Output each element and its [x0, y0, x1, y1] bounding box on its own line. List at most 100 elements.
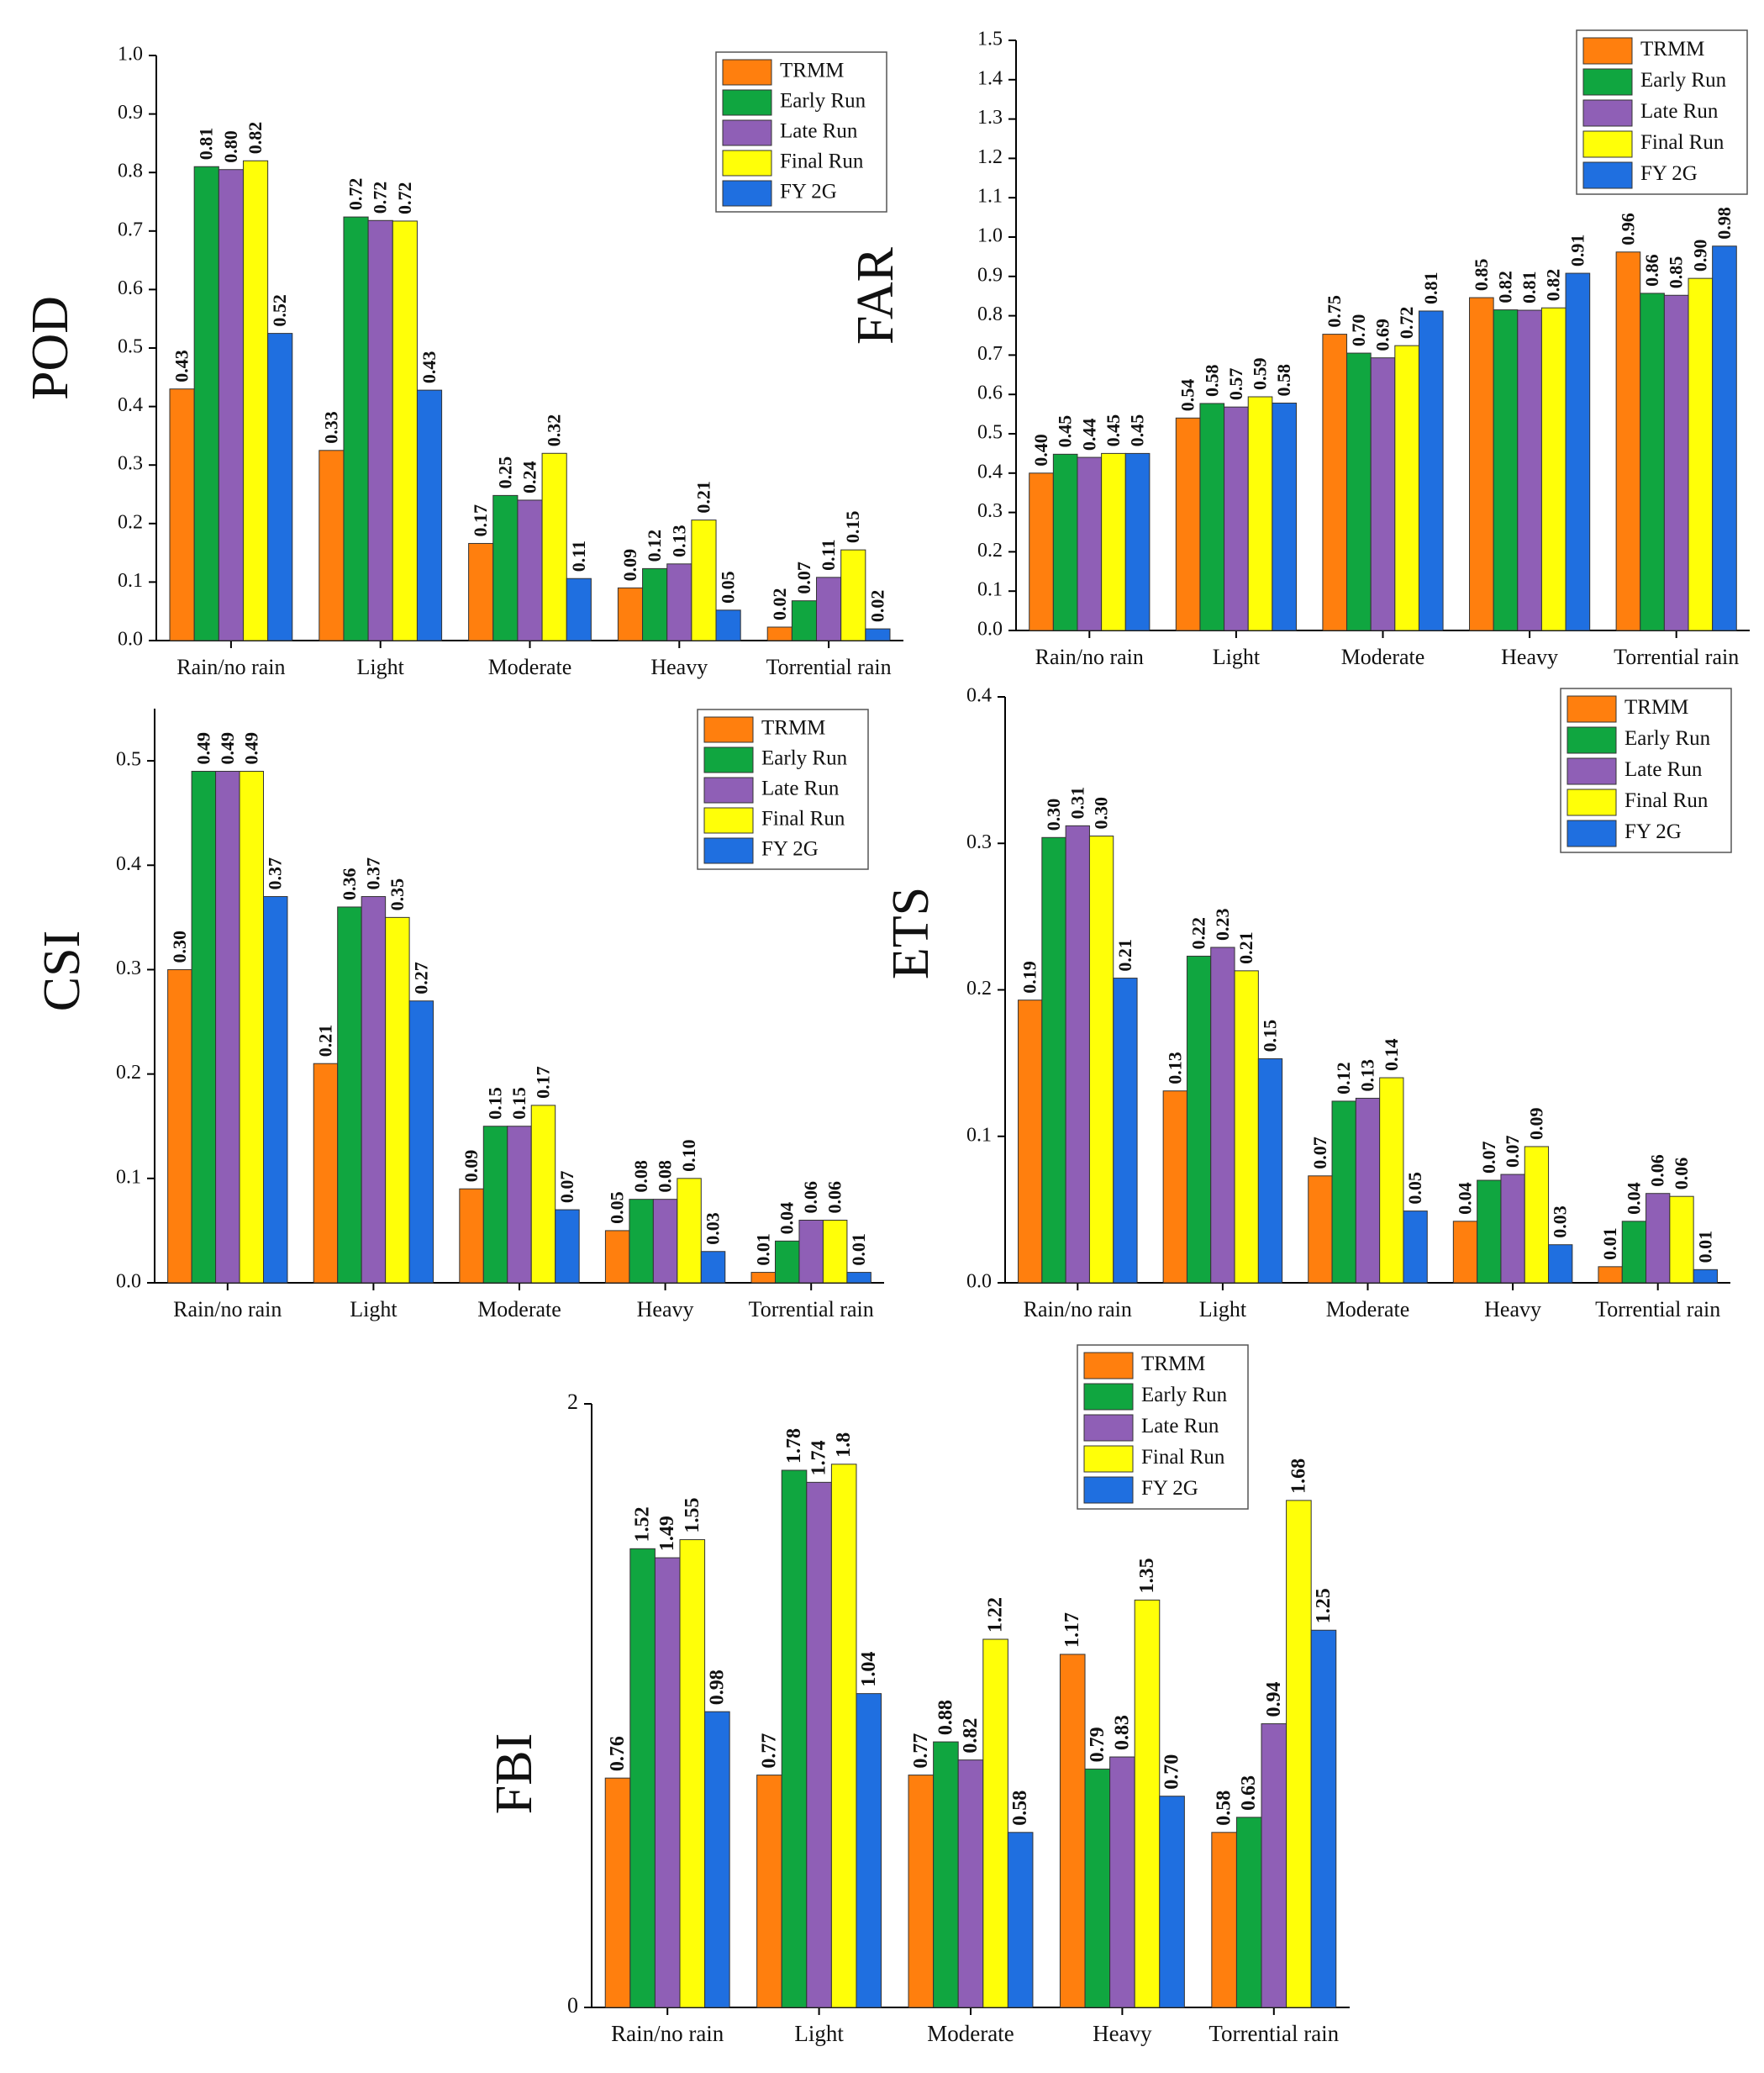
bar-final-run — [822, 1219, 848, 1284]
y-tick-label: 0.5 — [118, 336, 143, 358]
chart-panel-far: FAR 0.0 0.1 0.2 0.3 0.4 0.5 0.6 0.7 0.8 0.9 1.0 1.1 1… — [847, 29, 1750, 669]
bar-value-label: 0.19 — [1019, 961, 1040, 994]
bar-value-label: 0.40 — [1030, 434, 1051, 467]
x-category-label: Torrential rain — [1595, 1297, 1720, 1321]
legend-swatch-final-run — [1083, 1445, 1134, 1473]
bar-value-label: 0.21 — [692, 481, 713, 514]
y-tick-label: 0.9 — [118, 102, 143, 124]
y-tick-label: 0.1 — [118, 570, 143, 592]
y-tick-label: 0 — [567, 1993, 578, 2018]
bar-value-label: 0.81 — [1519, 272, 1540, 304]
legend-swatch-late-run — [703, 777, 754, 804]
bar-fy-2g — [704, 1711, 730, 2008]
legend-swatch-trmm — [1083, 1352, 1134, 1379]
bar-late-run — [816, 577, 842, 641]
legend-entry-label: FY 2G — [780, 181, 837, 203]
bar-final-run — [1540, 307, 1567, 631]
y-tick-label: 0.3 — [116, 957, 141, 979]
bar-value-label: 0.04 — [1623, 1182, 1644, 1215]
legend-entry-label: TRMM — [780, 60, 844, 82]
legend-swatch-early-run — [1083, 1383, 1134, 1411]
y-tick-label: 0.8 — [977, 303, 1003, 325]
x-category-label: Light — [350, 1297, 398, 1321]
bar-value-label: 0.72 — [370, 182, 391, 214]
bar-value-label: 0.85 — [1471, 259, 1492, 292]
bar-late-run — [1646, 1193, 1671, 1284]
bar-value-label: 1.25 — [1313, 1588, 1335, 1623]
bar-value-label: 0.14 — [1381, 1039, 1402, 1072]
bar-value-label: 0.98 — [1714, 207, 1735, 240]
bar-value-label: 1.74 — [808, 1440, 830, 1475]
bar-early-run — [1621, 1221, 1647, 1284]
bar-late-run — [1261, 1723, 1287, 2008]
x-category-label: Rain/no rain — [611, 2021, 724, 2046]
legend-swatch-fy-2g — [722, 180, 772, 207]
bar-value-label: 0.23 — [1212, 908, 1233, 941]
bar-value-label: 0.21 — [314, 1025, 335, 1058]
bar-final-run — [239, 771, 265, 1284]
y-tick-label: 0.0 — [116, 1271, 141, 1293]
y-tick-label: 0.4 — [977, 461, 1003, 483]
bar-trmm — [617, 587, 644, 641]
bar-value-label: 0.98 — [706, 1669, 728, 1705]
y-tick-label: 0.1 — [116, 1166, 141, 1188]
bar-value-label: 1.52 — [632, 1506, 654, 1542]
bar-early-run — [191, 771, 217, 1284]
x-category-label: Heavy — [650, 655, 708, 679]
bar-value-label: 1.49 — [656, 1516, 678, 1551]
y-tick-label: 0.4 — [116, 853, 141, 875]
bar-value-label: 1.68 — [1287, 1458, 1309, 1494]
bar-late-run — [957, 1759, 984, 2008]
chart-panel-fbi: FBI 0 2 Rain/no rain 0.76 1.52 1.491.55 0.98 Lig… — [486, 1344, 1350, 2046]
bar-value-label: 0.45 — [1127, 414, 1148, 447]
bar-early-run — [1640, 293, 1665, 631]
legend-swatch-early-run — [722, 89, 772, 116]
bar-value-label: 0.69 — [1372, 319, 1393, 351]
bar-value-label: 0.07 — [1478, 1142, 1499, 1174]
bar-value-label: 0.44 — [1078, 419, 1099, 451]
bar-value-label: 0.03 — [703, 1212, 724, 1245]
bar-final-run — [679, 1539, 706, 2008]
bar-value-label: 0.30 — [1091, 797, 1112, 830]
bar-fy-2g — [1418, 310, 1444, 631]
bar-early-run — [1041, 836, 1066, 1284]
bar-trmm — [604, 1230, 630, 1284]
bar-final-run — [385, 916, 410, 1284]
bar-value-label: 0.03 — [1550, 1205, 1571, 1238]
bar-value-label: 0.02 — [769, 588, 790, 620]
bar-value-label: 0.21 — [1114, 939, 1135, 972]
legend-entry-label: Final Run — [1141, 1446, 1225, 1469]
bar-early-run — [343, 216, 369, 641]
y-tick-label: 0.2 — [118, 511, 143, 533]
legend-swatch-final-run — [703, 807, 754, 834]
legend-swatch-late-run — [1083, 1414, 1134, 1442]
bar-value-label: 0.33 — [320, 411, 341, 444]
bar-value-label: 0.86 — [1641, 254, 1662, 287]
bar-late-run — [1109, 1756, 1135, 2008]
bar-fy-2g — [416, 389, 443, 641]
x-category-label: Heavy — [637, 1297, 694, 1321]
bar-late-run — [215, 771, 240, 1284]
bar-fy-2g — [267, 333, 293, 641]
y-tick-label: 0.6 — [118, 277, 143, 299]
bar-trmm — [1308, 1175, 1333, 1284]
legend-entry-label: Early Run — [1640, 69, 1727, 92]
bar-value-label: 0.05 — [1404, 1172, 1425, 1205]
bar-final-run — [1247, 396, 1273, 631]
legend-swatch-trmm — [1582, 37, 1633, 65]
bar-fy-2g — [846, 1272, 871, 1284]
bar-fy-2g — [1272, 402, 1297, 631]
bar-value-label: 0.82 — [245, 122, 266, 155]
legend-swatch-fy-2g — [1567, 820, 1617, 847]
bar-late-run — [218, 169, 244, 641]
bar-fy-2g — [865, 628, 891, 641]
x-category-label: Moderate — [1341, 645, 1425, 669]
bar-trmm — [1322, 334, 1348, 631]
bar-value-label: 0.27 — [410, 962, 431, 994]
bar-late-run — [654, 1557, 681, 2008]
bar-value-label: 0.82 — [960, 1718, 982, 1754]
legend-entry-label: Final Run — [1640, 131, 1725, 154]
bar-early-run — [193, 166, 219, 641]
bar-final-run — [1134, 1599, 1161, 2008]
bar-value-label: 0.37 — [362, 857, 383, 890]
